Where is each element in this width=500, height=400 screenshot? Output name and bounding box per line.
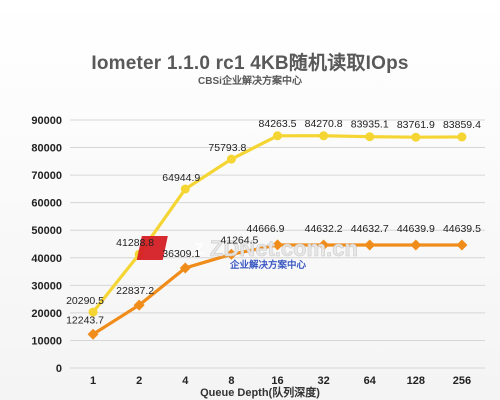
data-label: 44632.2 [305, 223, 343, 235]
data-point [179, 262, 191, 274]
y-tick-label: 30000 [31, 280, 62, 292]
data-point [273, 131, 282, 141]
x-tick-label: 8 [228, 375, 234, 387]
data-point [319, 131, 329, 141]
y-tick-label: 90000 [31, 115, 62, 127]
x-tick-label: 256 [453, 375, 471, 387]
data-point [226, 154, 236, 164]
data-label: 12243.7 [66, 314, 104, 326]
y-tick-label: 0 [56, 363, 62, 375]
data-point [272, 239, 283, 251]
data-point [411, 132, 421, 142]
data-point [87, 328, 99, 340]
data-label: 20290.5 [66, 295, 104, 307]
x-tick-label: 16 [271, 375, 283, 387]
data-label: 83859.4 [443, 119, 481, 131]
x-tick-label: 128 [407, 375, 425, 387]
data-label: 75793.8 [208, 142, 246, 154]
data-label: 84263.5 [259, 118, 297, 130]
data-label: 41264.5 [220, 234, 258, 246]
y-tick-label: 60000 [31, 198, 62, 210]
data-point [364, 239, 376, 251]
y-tick-label: 40000 [31, 253, 62, 265]
x-tick-label: 32 [317, 375, 329, 387]
x-tick-label: 2 [136, 375, 142, 387]
zdnet-logo-icon: Z [136, 236, 204, 260]
data-label: 44632.7 [351, 223, 389, 235]
series-lines [87, 131, 468, 340]
data-labels: 20290.5 41288.8 64944.9 75793.8 84263.5 84270… [66, 118, 481, 326]
data-label: 44639.5 [443, 223, 481, 235]
data-point [225, 248, 237, 260]
y-tick-label: 10000 [31, 335, 62, 347]
chart-subtitle: CBSi企业解决方案中心 [198, 76, 302, 87]
y-tick-label: 20000 [31, 308, 62, 320]
data-label: 22837.2 [116, 285, 154, 297]
y-axis-ticks: 0 10000 20000 30000 40000 50000 60000 70000 8000… [31, 115, 62, 375]
data-point [88, 307, 98, 317]
data-point [318, 239, 330, 251]
x-axis-ticks: 1 2 4 8 16 32 64 128 256 [90, 375, 471, 387]
data-label: 83761.9 [397, 119, 435, 131]
data-label: 83935.1 [351, 119, 389, 131]
zdnet-watermark: Z ZDNet.com.cn 企业解决方案中心 [136, 236, 358, 271]
watermark-caption: 企业解决方案中心 [229, 259, 307, 271]
x-axis-label: Queue Depth(队列深度) [200, 385, 320, 399]
watermark-logo-text: ZDNet.com.cn [210, 236, 358, 261]
chart-title: Iometer 1.1.0 rc1 4KB随机读取IOps [91, 53, 409, 74]
data-point [180, 184, 190, 194]
svg-text:Z: Z [194, 241, 204, 258]
data-point [410, 239, 422, 251]
data-label: 84270.8 [305, 118, 343, 130]
y-tick-label: 70000 [31, 170, 62, 182]
data-label: 44666.9 [247, 223, 285, 235]
data-point [133, 299, 145, 311]
y-tick-label: 50000 [31, 225, 62, 237]
data-label: 44639.9 [397, 223, 435, 235]
data-label: 41288.8 [116, 237, 154, 249]
data-point [457, 132, 467, 142]
x-tick-label: 1 [90, 375, 96, 387]
data-point [365, 132, 375, 142]
y-tick-label: 80000 [31, 143, 62, 155]
data-label: 36309.1 [162, 248, 200, 260]
x-tick-label: 4 [182, 375, 189, 387]
x-tick-label: 64 [364, 375, 377, 387]
data-point [456, 239, 468, 251]
data-label: 64944.9 [162, 172, 200, 184]
